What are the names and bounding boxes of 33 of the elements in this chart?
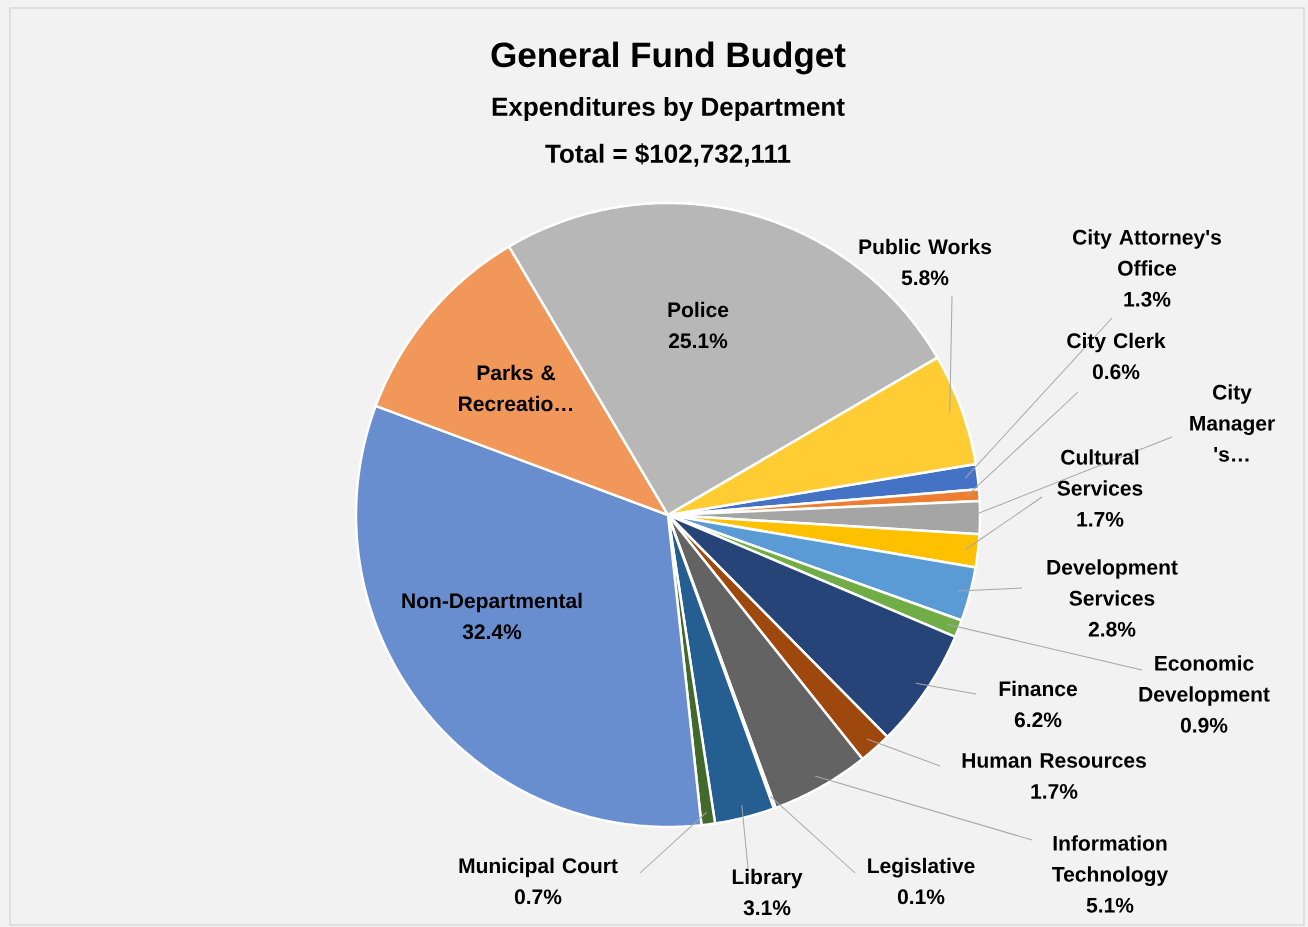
slice-label: Non-Departmental: [402, 592, 582, 613]
chart-subtitle: Expenditures by Department: [492, 96, 845, 122]
slice-label: Parks & Recreatio…: [459, 364, 572, 412]
slice-label: Legislative: [868, 857, 975, 878]
data-label: 0.6%: [1092, 364, 1140, 380]
slice-label: Police: [668, 301, 729, 318]
text: Total = $102,732,111: [545, 143, 791, 167]
data-label: 25.1%: [668, 333, 728, 349]
data-label: 2.8%: [1088, 621, 1136, 637]
slice-label: Finance: [999, 680, 1077, 697]
slice-label: Public Works: [859, 238, 992, 255]
data-label: 0.9%: [1180, 717, 1228, 733]
data-label: 1.7%: [1031, 784, 1078, 799]
slice-label: City Manager 's…: [1190, 384, 1275, 462]
data-label: 32.4%: [462, 624, 522, 640]
slice-label: Cultural Services: [1057, 449, 1143, 496]
data-label: 1.7%: [1077, 511, 1124, 527]
slice-label: Economic Development: [1139, 655, 1270, 706]
slice-label: Municipal Court: [459, 857, 618, 878]
data-label: 5.8%: [901, 270, 949, 286]
data-label: 0.1%: [897, 889, 945, 905]
slice-label: City Clerk: [1067, 332, 1166, 353]
data-label: 5.1%: [1086, 897, 1134, 913]
chart-title: General Fund Budget: [491, 41, 846, 75]
data-label: 0.7%: [514, 889, 562, 905]
data-label: 1.3%: [1124, 291, 1171, 307]
slice-label: Information Technology: [1052, 835, 1169, 886]
slice-label: City Attorney's Office: [1073, 229, 1221, 276]
slice-label: Development Services: [1047, 559, 1178, 606]
slice-label: Human Resources: [962, 753, 1146, 768]
slice-label: Library: [732, 868, 803, 889]
data-label: 3.1%: [743, 900, 791, 916]
data-label: 6.2%: [1014, 712, 1062, 728]
